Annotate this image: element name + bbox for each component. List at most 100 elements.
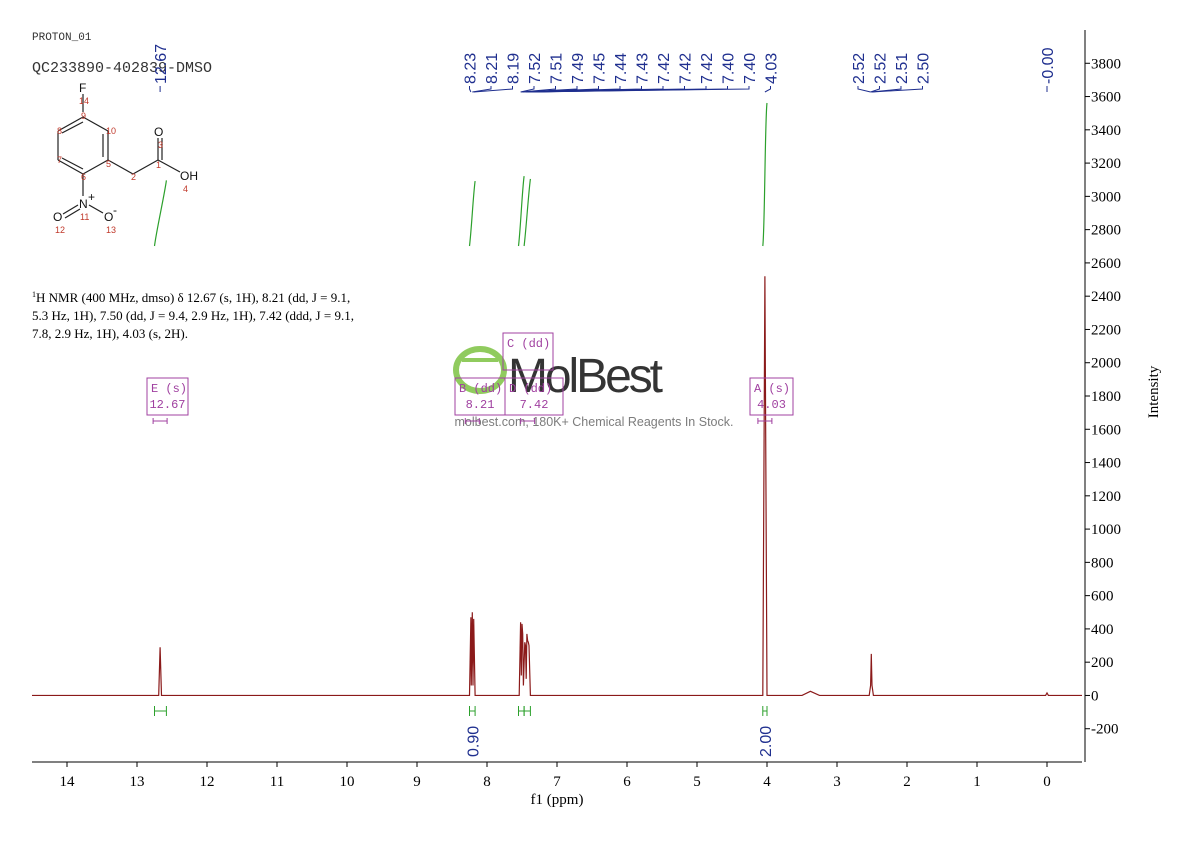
x-tick-label: 10 <box>340 774 355 790</box>
watermark: MolBest molbest.com, 180K+ Chemical Reag… <box>453 346 734 429</box>
x-tick-label: 12 <box>200 774 215 790</box>
integral-curve <box>517 176 525 247</box>
bond <box>57 116 84 132</box>
peak-connector <box>764 86 771 93</box>
description-line: 5.3 Hz, 1H), 7.50 (dd, J = 9.4, 2.9 Hz, … <box>32 308 354 323</box>
peak-connector <box>469 86 472 93</box>
bond <box>107 159 134 175</box>
bond <box>64 208 81 219</box>
atom-number: 14 <box>79 96 89 106</box>
multiplet-name: B (dd) <box>459 382 502 396</box>
superscript: 1 <box>32 290 36 299</box>
y-tick-label: 0 <box>1091 688 1099 704</box>
peak-label: 7.42 <box>699 53 716 84</box>
experiment: PROTON_01 <box>32 32 92 44</box>
peak-label: 7.49 <box>570 53 587 84</box>
integral-bracket <box>762 706 768 716</box>
x-axis-label: f1 (ppm) <box>531 792 584 808</box>
x-tick-label: 6 <box>623 774 631 790</box>
peak-label: -0.00 <box>1040 47 1057 84</box>
integral-bracket <box>518 706 525 716</box>
multiplet-name: E (s) <box>151 382 187 396</box>
y-axis-label: Intensity <box>1146 365 1162 418</box>
atom-number: 7 <box>57 155 62 165</box>
peak-connector <box>472 86 492 93</box>
atom-number: 13 <box>106 225 116 235</box>
y-tick-label: -200 <box>1091 722 1119 738</box>
peak-label: 7.52 <box>527 53 544 84</box>
y-tick-label: 2000 <box>1091 356 1121 372</box>
peak-connector <box>870 86 880 93</box>
atom-number: 5 <box>106 159 111 169</box>
multiplet-range <box>464 418 480 424</box>
multiplet-range <box>757 418 773 424</box>
atom: O <box>53 210 62 224</box>
atom-number: 1 <box>156 160 161 170</box>
atom: OH <box>180 169 198 183</box>
integral-bracket <box>469 706 476 716</box>
y-tick-label: 2400 <box>1091 289 1121 305</box>
bond <box>82 159 109 175</box>
atom: - <box>113 203 117 217</box>
atom-number: 9 <box>81 111 86 121</box>
tagline: molbest.com, 180K+ Chemical Reagents In … <box>455 415 734 429</box>
peak-connector <box>871 86 923 93</box>
multiplet-name: A (s) <box>754 382 790 396</box>
x-tick-label: 2 <box>903 774 911 790</box>
bond <box>62 204 79 215</box>
peak-label: 7.40 <box>721 53 738 84</box>
atom: F <box>79 81 86 95</box>
peak-label: 7.43 <box>635 53 652 84</box>
peak-connector <box>857 86 871 93</box>
x-tick-label: 13 <box>130 774 145 790</box>
peak-label: 7.51 <box>549 53 566 84</box>
bond <box>61 121 84 134</box>
x-tick-label: 1 <box>973 774 981 790</box>
integral-curve <box>762 102 768 247</box>
peak-label: 2.50 <box>915 53 932 84</box>
integral-curve <box>153 180 167 247</box>
multiplet-shift: 8.21 <box>466 398 495 412</box>
atom-number: 4 <box>183 184 188 194</box>
atom-number: 6 <box>81 172 86 182</box>
y-tick-label: 200 <box>1091 655 1114 671</box>
y-tick-label: 1400 <box>1091 456 1121 472</box>
y-tick-label: 800 <box>1091 555 1114 571</box>
multiplet-range <box>520 418 536 424</box>
peak-label: 8.23 <box>463 53 480 84</box>
peak-label: 2.52 <box>851 53 868 84</box>
y-tick-label: 3800 <box>1091 56 1121 72</box>
sample: QC233890-402839-DMSO <box>32 60 212 77</box>
peak-label: 7.42 <box>656 53 673 84</box>
multiplet-range <box>152 418 168 424</box>
multiplet-shift: 7.42 <box>520 398 549 412</box>
atom-number: 8 <box>57 126 62 136</box>
y-tick-label: 3400 <box>1091 123 1121 139</box>
peak-label: 12.67 <box>153 44 170 84</box>
y-tick-label: 3200 <box>1091 156 1121 172</box>
atom-number: 12 <box>55 225 65 235</box>
multiplet-shift: 12.67 <box>149 398 185 412</box>
atom-number: 3 <box>158 140 163 150</box>
integral-curve <box>523 178 531 247</box>
bond <box>88 204 104 214</box>
y-tick-label: 3000 <box>1091 189 1121 205</box>
y-tick-label: 400 <box>1091 622 1114 638</box>
bond <box>57 159 84 175</box>
x-tick-label: 8 <box>483 774 491 790</box>
description: 1H NMR (400 MHz, dmso) δ 12.67 (s, 1H), … <box>32 290 350 305</box>
integral-label: 0.90 <box>465 726 482 757</box>
x-tick-label: 14 <box>60 774 76 790</box>
multiplet-name: C (dd) <box>507 337 550 351</box>
integral-bracket <box>154 706 167 716</box>
bond <box>82 116 109 132</box>
y-tick-label: 2200 <box>1091 322 1121 338</box>
multiplet-shift: 4.03 <box>757 398 786 412</box>
peak-label: 2.51 <box>894 53 911 84</box>
integral-bracket <box>523 706 531 716</box>
atom: O <box>154 125 163 139</box>
peak-label: 7.40 <box>742 53 759 84</box>
atom: + <box>88 190 95 204</box>
spectrum <box>32 276 1082 697</box>
